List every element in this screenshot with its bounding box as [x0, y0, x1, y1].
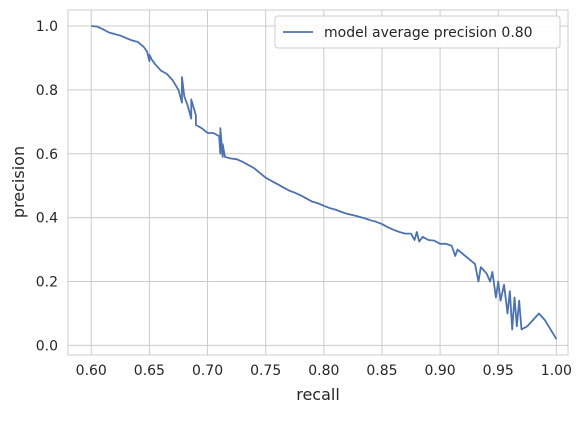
x-tick-label: 0.80: [308, 363, 339, 379]
x-tick-label: 0.65: [134, 363, 165, 379]
x-tick-label: 0.75: [250, 363, 281, 379]
legend: model average precision 0.80: [274, 15, 561, 49]
x-axis-ticks: 0.60 0.65 0.70 0.75 0.80 0.85 0.90 0.95 1.00: [76, 363, 572, 379]
x-tick-label: 0.70: [192, 363, 223, 379]
x-tick-label: 1.00: [541, 363, 572, 379]
x-tick-label: 0.95: [483, 363, 514, 379]
x-axis-label: recall: [296, 385, 340, 404]
x-tick-label: 0.60: [76, 363, 107, 379]
y-tick-label: 0.8: [36, 83, 58, 99]
y-tick-label: 1.0: [36, 19, 58, 35]
legend-label: model average precision 0.80: [324, 25, 533, 41]
x-tick-label: 0.85: [366, 363, 397, 379]
series-line-0: [91, 25, 558, 340]
y-tick-label: 0.2: [36, 275, 58, 291]
legend-box: [274, 15, 561, 49]
plot-area: [67, 9, 569, 356]
y-tick-label: 0.0: [36, 338, 58, 354]
y-axis-label: precision: [9, 146, 28, 218]
y-axis-ticks: 0.0 0.2 0.4 0.6 0.8 1.0: [36, 19, 58, 354]
y-tick-label: 0.6: [36, 147, 58, 163]
series-layer: [91, 25, 558, 340]
x-tick-label: 0.90: [425, 363, 456, 379]
y-tick-label: 0.4: [36, 211, 58, 227]
